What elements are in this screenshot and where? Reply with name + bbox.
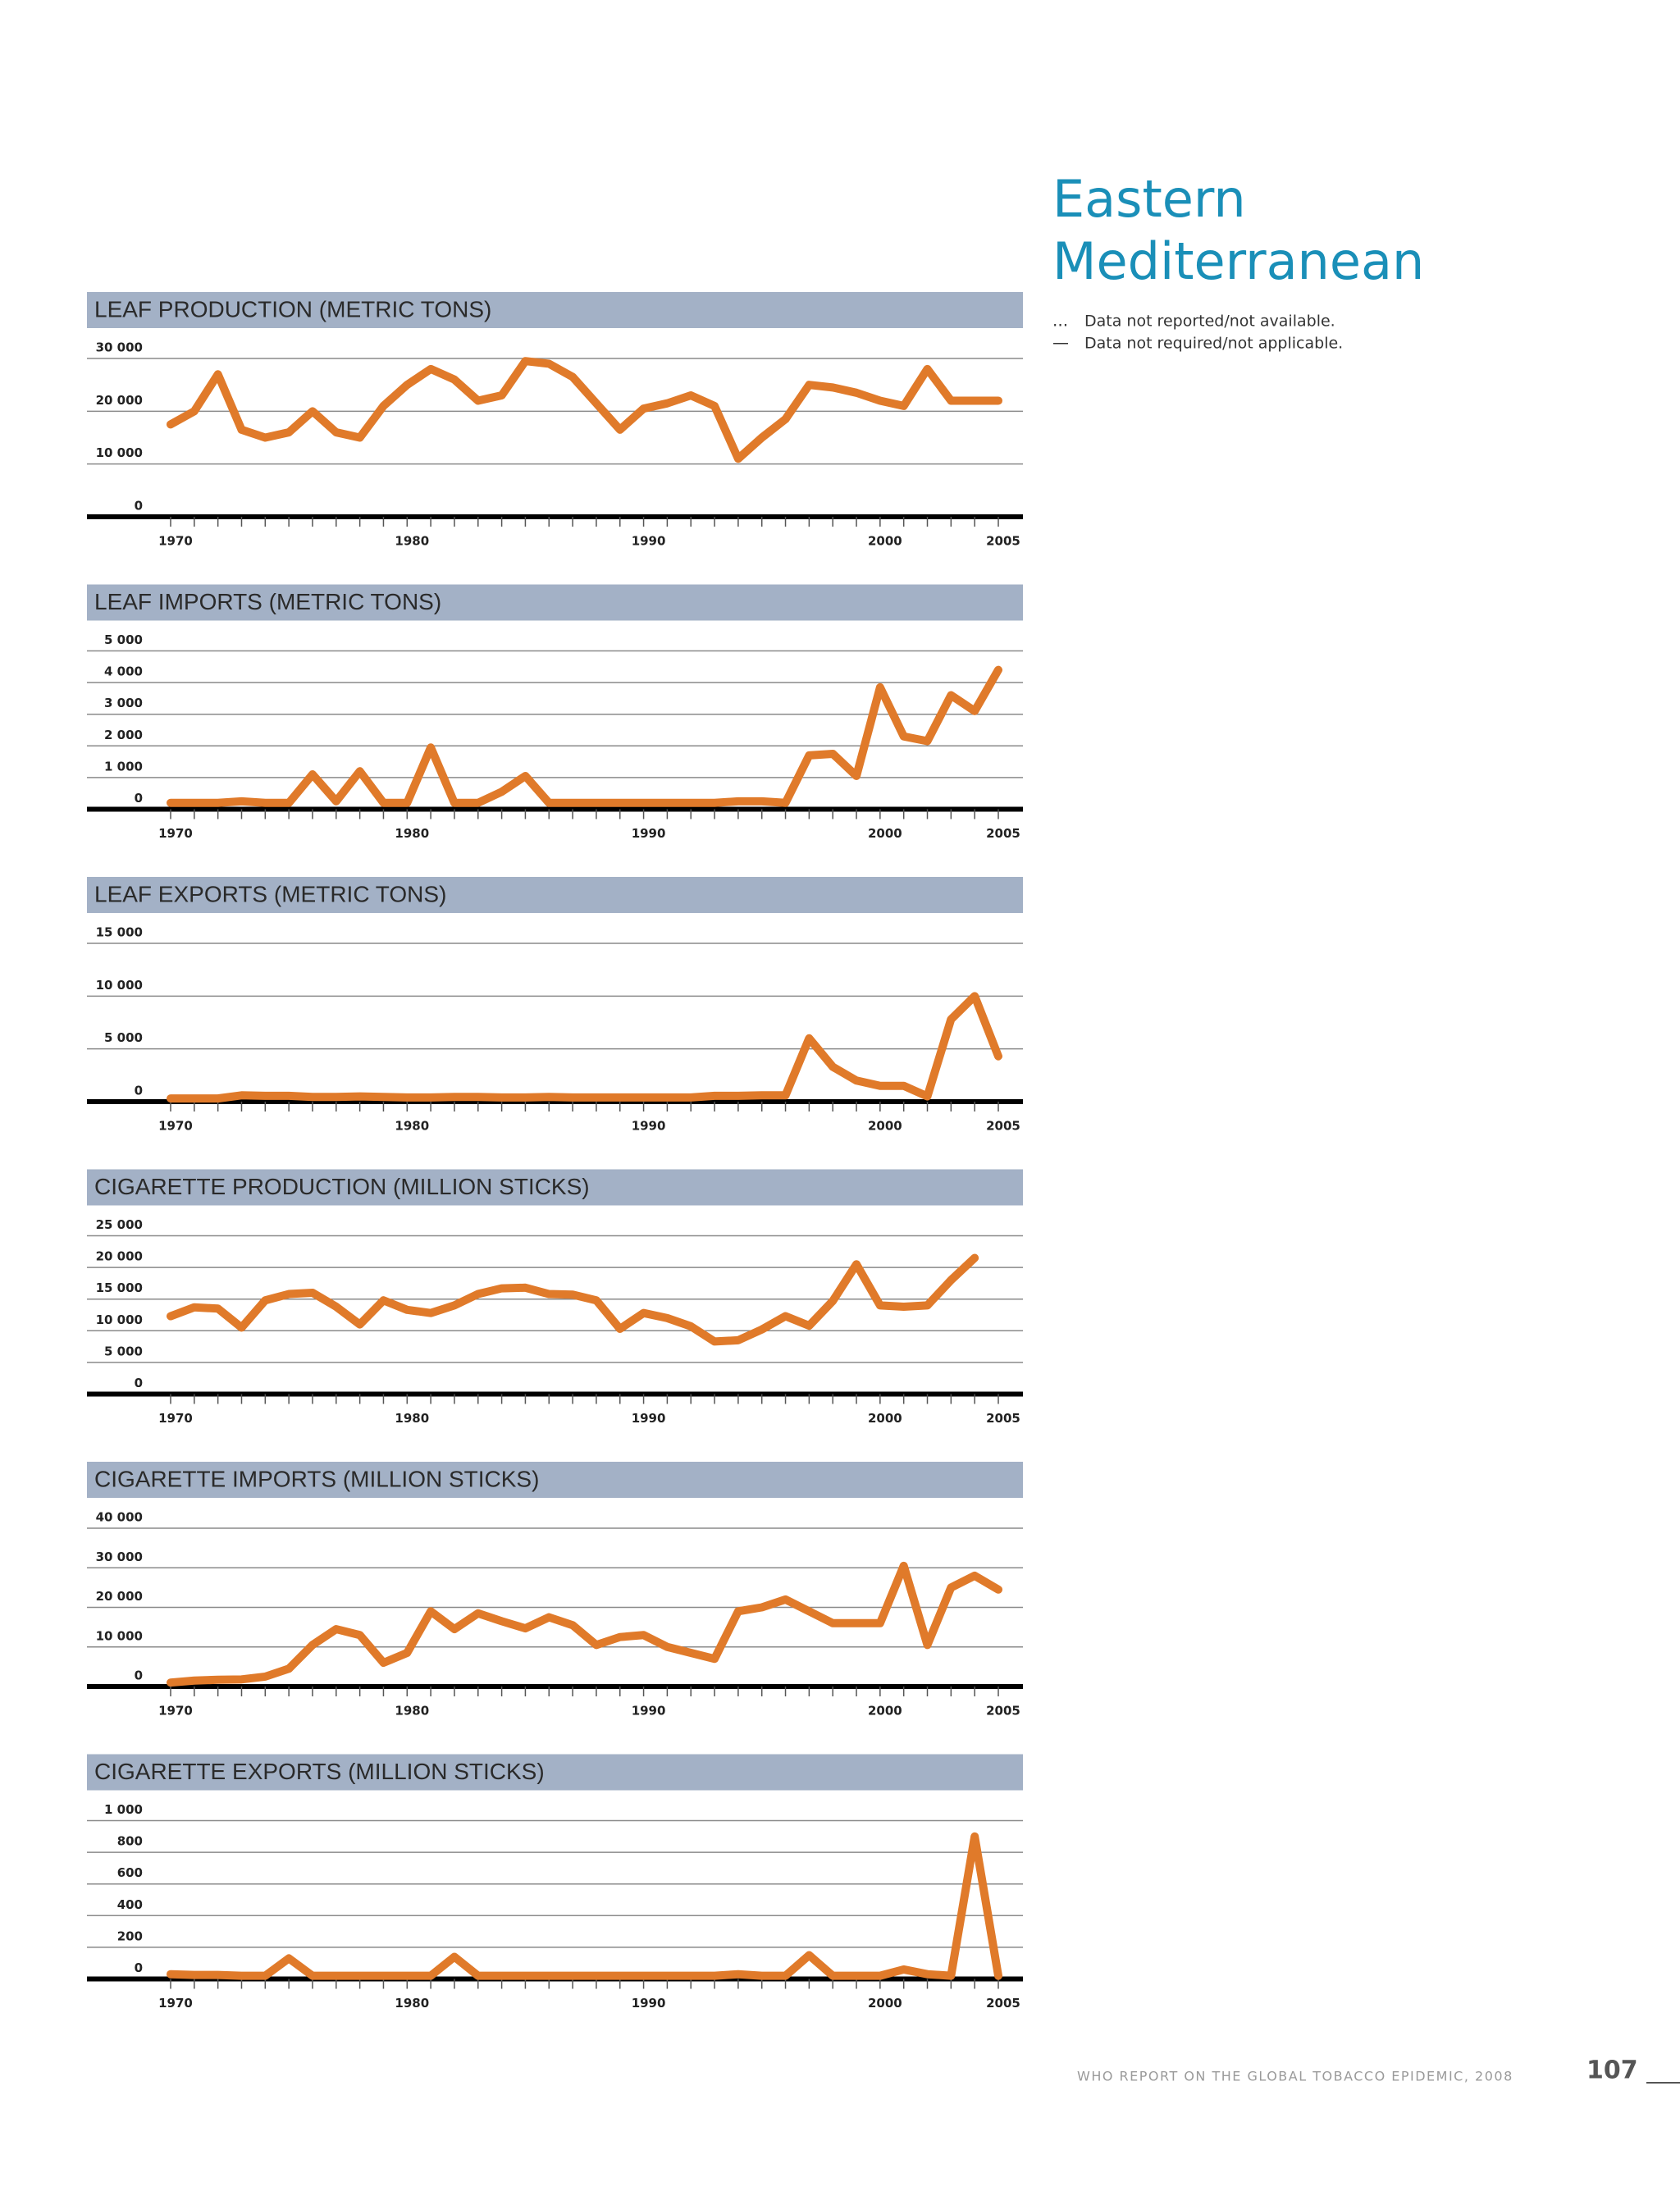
x-tick-label: 2005 (986, 1119, 1020, 1134)
y-tick-label: 400 (117, 1897, 143, 1912)
x-tick-label: 1980 (395, 1704, 429, 1719)
y-tick-label: 5 000 (104, 1030, 143, 1045)
x-tick-label: 2000 (868, 534, 902, 549)
note-text: Data not reported/not available. (1084, 313, 1335, 331)
data-line (167, 1253, 979, 1346)
y-tick-label: 40 000 (96, 1510, 143, 1525)
chart-header (87, 877, 1023, 913)
y-tick-label: 4 000 (104, 664, 143, 679)
x-tick-label: 1980 (395, 1119, 429, 1134)
chart-title: LEAF PRODUCTION (METRIC TONS) (94, 296, 491, 322)
data-line (167, 665, 1002, 807)
chart-title: CIGARETTE IMPORTS (MILLION STICKS) (94, 1466, 539, 1491)
y-tick-label: 30 000 (96, 1550, 143, 1564)
region-title: Eastern Mediterranean (1052, 169, 1425, 291)
x-tick-label: 1990 (632, 1704, 666, 1719)
y-tick-label: 10 000 (96, 1628, 143, 1643)
y-tick-label: 15 000 (96, 1280, 143, 1295)
footer-text: WHO REPORT ON THE GLOBAL TOBACCO EPIDEMI… (1077, 2069, 1513, 2084)
y-tick-label: 5 000 (104, 1344, 143, 1358)
y-tick-label: 0 (135, 1084, 143, 1098)
x-tick-label: 1980 (395, 826, 429, 841)
x-tick-label: 2000 (868, 1996, 902, 2011)
x-tick-label: 1990 (632, 534, 666, 549)
x-tick-label: 1970 (158, 1411, 193, 1426)
x-tick-label: 2005 (986, 1411, 1020, 1426)
x-tick-label: 1970 (158, 534, 193, 549)
x-tick-label: 1970 (158, 1704, 193, 1719)
y-tick-label: 0 (135, 1960, 143, 1975)
y-tick-label: 0 (135, 791, 143, 806)
chart-header (87, 1754, 1023, 1791)
chart-header (87, 1462, 1023, 1498)
y-tick-label: 200 (117, 1929, 143, 1943)
x-tick-label: 1990 (632, 1119, 666, 1134)
x-tick-label: 2000 (868, 1411, 902, 1426)
data-line (167, 1832, 1002, 1980)
y-tick-label: 15 000 (96, 925, 143, 940)
y-tick-label: 800 (117, 1834, 143, 1849)
chart-title: LEAF EXPORTS (METRIC TONS) (94, 881, 446, 906)
x-tick-label: 1980 (395, 1411, 429, 1426)
chart-header (87, 1169, 1023, 1206)
y-tick-label: 30 000 (96, 340, 143, 355)
y-tick-label: 3 000 (104, 696, 143, 710)
data-line (167, 1561, 1002, 1687)
y-tick-label: 20 000 (96, 1589, 143, 1604)
data-line (167, 357, 1002, 463)
y-tick-label: 1 000 (104, 759, 143, 774)
y-tick-label: 0 (135, 1668, 143, 1683)
y-tick-label: 0 (135, 499, 143, 514)
note-symbol: ... (1052, 311, 1068, 331)
x-tick-label: 1990 (632, 826, 666, 841)
chart-header (87, 584, 1023, 621)
y-tick-label: 0 (135, 1376, 143, 1390)
y-tick-label: 10 000 (96, 445, 143, 460)
x-tick-label: 1990 (632, 1996, 666, 2011)
x-tick-label: 2005 (986, 826, 1020, 841)
x-tick-label: 1990 (632, 1411, 666, 1426)
chart-title: CIGARETTE EXPORTS (MILLION STICKS) (94, 1759, 545, 1784)
chart-title: LEAF IMPORTS (METRIC TONS) (94, 589, 441, 614)
x-tick-label: 2005 (986, 534, 1020, 549)
y-tick-label: 2 000 (104, 728, 143, 742)
page-number: 107 (1586, 2056, 1638, 2085)
note-symbol: — (1052, 333, 1069, 353)
x-tick-label: 1970 (158, 1119, 193, 1134)
chart-title: CIGARETTE PRODUCTION (MILLION STICKS) (94, 1174, 590, 1199)
x-tick-label: 1970 (158, 826, 193, 841)
y-tick-label: 10 000 (96, 1312, 143, 1327)
x-tick-label: 1980 (395, 534, 429, 549)
chart-header (87, 292, 1023, 328)
x-tick-label: 1980 (395, 1996, 429, 2011)
x-tick-label: 2005 (986, 1996, 1020, 2011)
note-text: Data not required/not applicable. (1084, 335, 1343, 353)
y-tick-label: 20 000 (96, 1249, 143, 1264)
y-tick-label: 5 000 (104, 632, 143, 647)
x-tick-label: 2000 (868, 1119, 902, 1134)
x-tick-label: 2005 (986, 1704, 1020, 1719)
x-tick-label: 1970 (158, 1996, 193, 2011)
y-tick-label: 25 000 (96, 1217, 143, 1232)
x-tick-label: 2000 (868, 826, 902, 841)
y-tick-label: 600 (117, 1865, 143, 1880)
data-line (167, 992, 1002, 1103)
y-tick-label: 20 000 (96, 393, 143, 408)
y-tick-label: 10 000 (96, 978, 143, 993)
x-tick-label: 2000 (868, 1704, 902, 1719)
y-tick-label: 1 000 (104, 1802, 143, 1817)
